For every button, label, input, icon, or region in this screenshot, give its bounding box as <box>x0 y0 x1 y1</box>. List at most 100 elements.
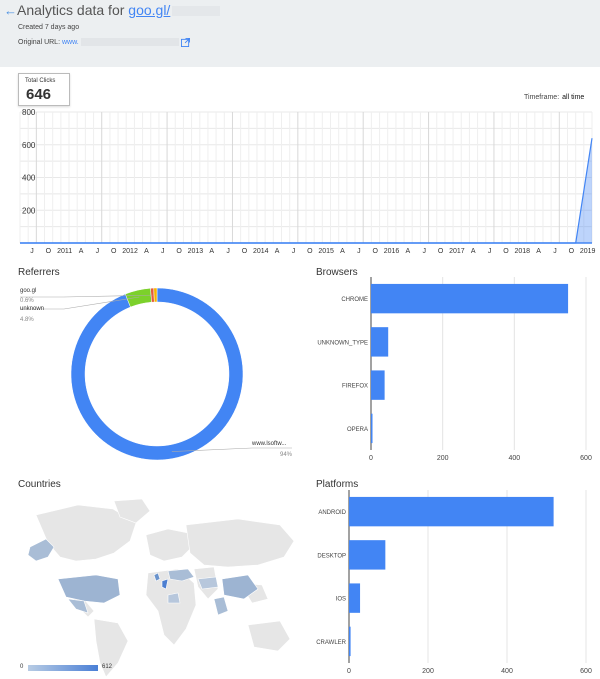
referrers-donut-chart: www.lsoftw... 94% goo.gl 0.6% unknown 4.8% <box>20 287 293 461</box>
x-tick-label: O <box>438 248 444 255</box>
donut-labels: www.lsoftw... 94% goo.gl 0.6% unknown 4.8% <box>20 288 293 458</box>
donut-slice <box>153 287 158 303</box>
y-tick-label: 400 <box>22 174 36 183</box>
map-data-countries <box>27 538 259 616</box>
map-country-russia <box>167 568 195 582</box>
x-tick-label: O <box>503 248 509 255</box>
x-tick-label: A <box>79 248 84 255</box>
total-clicks-card: Total Clicks 646 <box>18 73 70 106</box>
referrers-title: Referrers <box>18 267 60 278</box>
callout-line <box>20 296 140 310</box>
category-label: FIREFOX <box>342 384 368 390</box>
grid <box>19 111 593 244</box>
slice-label: www.lsoftw... <box>251 441 287 447</box>
x-tick-label: 2018 <box>514 248 530 255</box>
x-tick-label: 200 <box>437 455 449 462</box>
callout-line <box>20 294 153 298</box>
x-tick-label: J <box>292 248 296 255</box>
x-tick-label: 400 <box>501 668 513 675</box>
x-tick-label: J <box>357 248 361 255</box>
x-tick-label: 2014 <box>253 248 269 255</box>
x-tick-label: 600 <box>580 455 592 462</box>
category-label: OPERA <box>347 427 368 433</box>
bar <box>349 583 361 613</box>
map-land-south-america <box>93 618 129 678</box>
x-tick-label: J <box>488 248 492 255</box>
map-country-egypt <box>167 592 181 604</box>
map-country-mexico <box>67 598 89 614</box>
platforms-bar-chart: 0 200 400 600 ANDROID DESKTOP IOS CRAWLER <box>316 490 592 675</box>
slice-value: 4.8% <box>20 317 34 323</box>
x-tick-label: A <box>536 248 541 255</box>
x-tick-label: O <box>569 248 575 255</box>
x-tick-label: J <box>96 248 100 255</box>
map-country-kazakhstan <box>197 576 219 590</box>
bar <box>349 496 554 527</box>
redacted-text <box>172 6 221 17</box>
timeframe-label: Timeframe: <box>524 94 560 101</box>
x-tick-label: A <box>209 248 214 255</box>
map-land-africa <box>145 568 197 646</box>
y-tick-label: 200 <box>22 206 36 215</box>
x-tick-label: 2013 <box>188 248 204 255</box>
x-tick-label: J <box>161 248 165 255</box>
series-line <box>20 138 593 244</box>
title-prefix: Analytics data for <box>17 2 129 18</box>
x-tick-label: 2012 <box>122 248 138 255</box>
slice-label: goo.gl <box>20 288 36 294</box>
x-tick-label: 200 <box>422 668 434 675</box>
x-tick-label: 2015 <box>318 248 334 255</box>
platforms-title: Platforms <box>316 479 359 490</box>
map-country-china <box>221 574 259 600</box>
bar <box>371 283 569 314</box>
callout-line <box>171 447 292 452</box>
y-tick-label: 800 <box>22 108 36 117</box>
legend-min-label: 0 <box>20 664 24 670</box>
donut-slices <box>70 287 244 461</box>
donut-slice <box>70 287 244 461</box>
category-label: IOS <box>336 597 346 603</box>
x-tick-label: 2017 <box>449 248 465 255</box>
countries-title: Countries <box>18 479 61 490</box>
category-label: CHROME <box>341 297 368 303</box>
page-title: Analytics data for goo.gl/ <box>17 2 221 18</box>
x-tick-label: 0 <box>347 668 351 675</box>
donut-slice <box>125 287 152 308</box>
legend-gradient-bar <box>28 665 98 671</box>
category-label: ANDROID <box>318 510 346 516</box>
redacted-text <box>80 38 179 46</box>
original-url-link[interactable]: www. <box>61 38 79 46</box>
x-tick-label: 0 <box>369 455 373 462</box>
timeframe-value[interactable]: all time <box>562 94 585 101</box>
map-land-australia <box>247 620 291 652</box>
countries-legend: 0 612 <box>18 662 112 676</box>
header: ← Analytics data for goo.gl/ Created 7 d… <box>0 0 600 67</box>
x-tick-label: 2011 <box>57 248 72 255</box>
bar <box>349 540 386 570</box>
x-tick-label: J <box>30 248 34 255</box>
original-url-row: Original URL: www. <box>18 38 179 46</box>
x-tick-label: J <box>422 248 426 255</box>
map-land-asia <box>185 518 295 568</box>
short-url-link[interactable]: goo.gl/ <box>128 2 171 18</box>
category-label: DESKTOP <box>317 553 346 559</box>
y-tick-label: 600 <box>22 141 36 150</box>
map-land-europe <box>145 528 193 562</box>
map-country-usa <box>57 574 121 604</box>
external-link-icon[interactable] <box>181 38 190 47</box>
original-url-label: Original URL: <box>18 38 62 46</box>
timeframe-selector[interactable]: Timeframe: all time <box>524 94 584 101</box>
map-country-india <box>213 596 229 616</box>
x-tick-label: A <box>471 248 476 255</box>
x-tick-label: O <box>307 248 313 255</box>
back-arrow-icon[interactable]: ← <box>4 3 17 18</box>
map-land-greenland <box>113 498 151 524</box>
x-tick-label: O <box>46 248 52 255</box>
map-country-alaska <box>27 538 55 562</box>
x-tick-label: O <box>176 248 182 255</box>
x-tick-label: O <box>111 248 117 255</box>
x-tick-label: J <box>226 248 230 255</box>
x-tick-label: 2016 <box>384 248 400 255</box>
x-tick-label: O <box>242 248 248 255</box>
x-tick-label: 2019 <box>580 248 596 255</box>
